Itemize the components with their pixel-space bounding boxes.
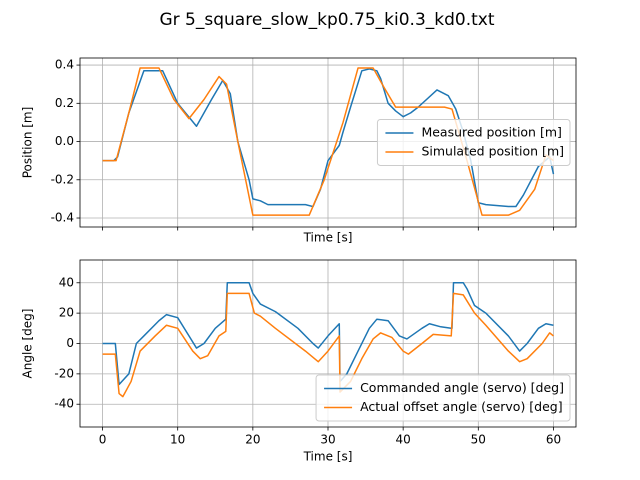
series-line [102,282,554,386]
legend: Measured position [m] Simulated position … [376,119,571,166]
y-tick-label: -0.2 [51,172,74,186]
figure-title: Gr 5_square_slow_kp0.75_ki0.3_kd0.txt [159,10,494,30]
x-tick-label: 0 [99,433,107,447]
y-tick-label: -40 [54,397,74,411]
legend-label: Measured position [m] [421,125,561,140]
x-tick-label: 50 [471,433,486,447]
series-line [102,68,555,208]
y-tick-label: 0.0 [55,134,74,148]
y-tick-label: 0.2 [55,96,74,110]
series-line [102,292,554,398]
y-axis-label: Position [m] [21,107,35,179]
legend-label: Simulated position [m] [421,144,564,159]
y-tick-label: 40 [59,275,74,289]
legend: Commanded angle (servo) [deg] Actual offs… [315,374,571,422]
axes-frame [79,57,577,228]
x-tick-label: 40 [396,433,411,447]
x-tick-label: 20 [245,433,260,447]
x-axis-label: Time [s] [303,231,353,245]
y-tick-label: 0.4 [55,58,74,72]
y-axis-label: Angle [deg] [21,309,35,379]
series-line [102,67,554,216]
y-tick-label: 20 [59,306,74,320]
legend-frame [315,374,571,422]
y-tick-label: -0.4 [51,211,74,225]
x-tick-label: 10 [170,433,185,447]
legend-label: Commanded angle (servo) [deg] [360,380,564,395]
x-tick-label: 60 [546,433,561,447]
x-tick-label: 30 [320,433,335,447]
legend-frame [376,119,571,166]
x-axis-label: Time [s] [303,450,353,464]
legend-label: Actual offset angle (servo) [deg] [360,399,563,414]
y-tick-label: -20 [54,366,74,380]
axes-frame [79,259,577,428]
y-tick-label: 0 [66,336,74,350]
